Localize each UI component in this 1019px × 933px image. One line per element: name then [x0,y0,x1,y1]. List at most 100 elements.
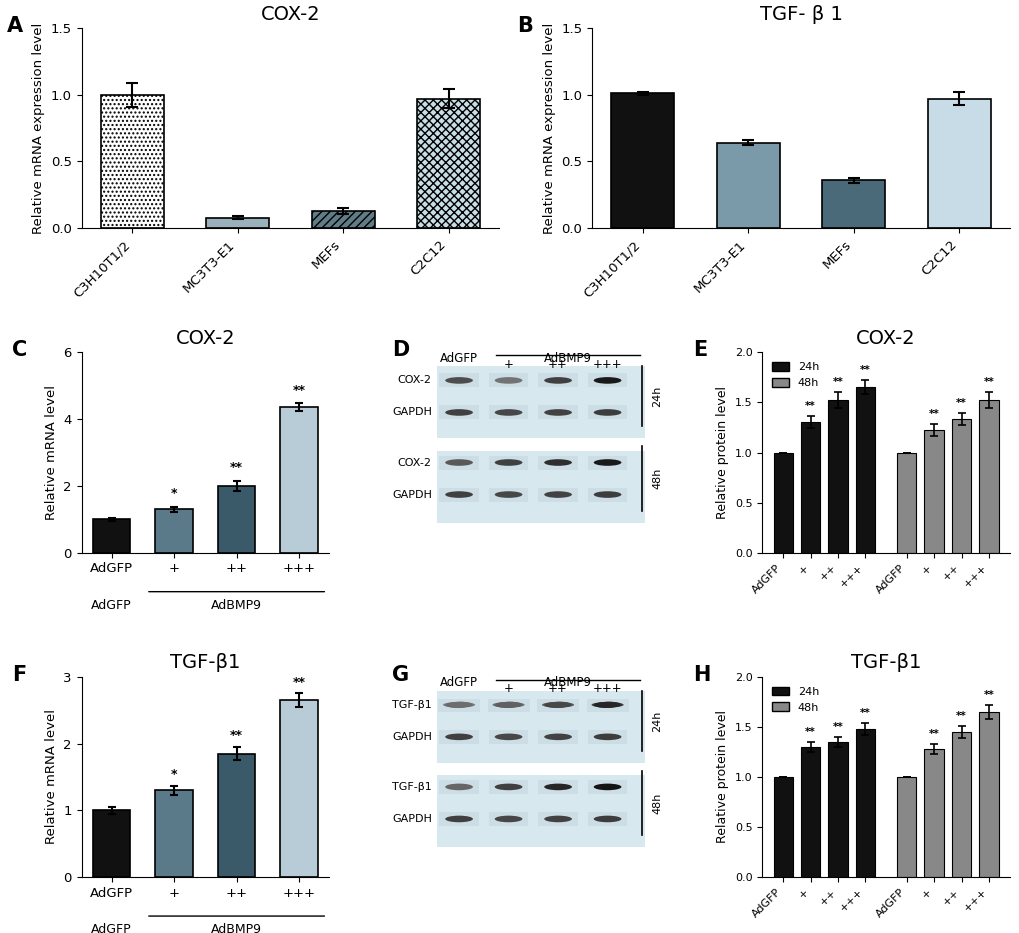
Ellipse shape [591,702,623,707]
Bar [827,742,847,877]
Text: **: ** [804,727,815,737]
Bar [311,211,374,229]
Text: AdBMP9: AdBMP9 [211,923,262,933]
Ellipse shape [494,703,521,708]
Ellipse shape [541,702,574,707]
Bar [800,746,819,877]
Text: TGF-β1: TGF-β1 [391,782,431,792]
Legend: 24h, 48h: 24h, 48h [767,682,823,717]
Ellipse shape [598,702,620,707]
Text: AdGFP: AdGFP [439,352,478,365]
Ellipse shape [494,784,522,790]
Ellipse shape [544,784,572,790]
Bar [538,812,578,826]
Bar [896,777,915,877]
Ellipse shape [492,702,524,707]
Text: GAPDH: GAPDH [391,814,431,824]
Text: **: ** [230,730,243,742]
Title: COX-2: COX-2 [261,5,320,23]
Bar [587,406,627,420]
Text: **: ** [292,675,306,689]
Bar [772,777,792,877]
Bar [439,730,478,744]
Title: TGF-β1: TGF-β1 [850,653,920,673]
Bar [587,730,627,744]
Ellipse shape [444,377,473,383]
Text: H: H [692,665,709,685]
Text: **: ** [230,461,243,474]
Y-axis label: Relative mRNA expression level: Relative mRNA expression level [33,22,45,234]
Bar [978,712,998,877]
Bar [821,180,884,229]
Bar [439,455,478,469]
Text: **: ** [927,410,938,420]
Text: GAPDH: GAPDH [391,731,431,742]
Bar [951,420,970,552]
Ellipse shape [544,410,572,416]
Text: GAPDH: GAPDH [391,408,431,417]
Text: C: C [12,341,28,360]
Ellipse shape [494,733,522,740]
Y-axis label: Relative mRNA expression level: Relative mRNA expression level [542,22,555,234]
Ellipse shape [545,702,572,707]
Bar [538,488,578,502]
Bar [537,699,579,712]
Text: AdGFP: AdGFP [91,599,131,612]
Bar [716,143,780,229]
Ellipse shape [495,702,522,707]
Ellipse shape [548,702,570,707]
Ellipse shape [494,377,522,383]
Text: AdBMP9: AdBMP9 [543,676,591,689]
Bar [488,455,528,469]
Ellipse shape [449,702,471,707]
Bar [896,453,915,552]
Bar [93,520,130,552]
Ellipse shape [593,784,621,790]
Bar [488,730,528,744]
Ellipse shape [442,702,475,707]
Bar [487,699,529,712]
Ellipse shape [593,377,621,383]
Text: B: B [517,16,532,36]
Text: 48h: 48h [651,467,661,489]
Text: AdGFP: AdGFP [91,923,131,933]
Bar [586,699,628,712]
Bar [439,488,478,502]
Title: TGF- β 1: TGF- β 1 [759,5,842,23]
Text: **: ** [982,689,994,700]
Text: **: ** [859,366,870,375]
Bar [436,690,644,763]
Text: **: ** [832,378,843,387]
Text: 24h: 24h [651,710,661,731]
Bar [587,780,627,794]
Ellipse shape [593,492,621,498]
Bar [587,373,627,387]
Y-axis label: Relative mRNA level: Relative mRNA level [45,385,58,520]
Bar [436,775,644,847]
Ellipse shape [444,459,473,466]
Ellipse shape [545,703,567,708]
Legend: 24h, 48h: 24h, 48h [767,358,823,393]
Ellipse shape [594,702,621,707]
Bar [155,509,193,552]
Ellipse shape [543,703,571,708]
Bar [280,408,318,552]
Text: +: + [503,682,513,695]
Bar [800,423,819,552]
Bar [206,217,269,229]
Ellipse shape [494,492,522,498]
Ellipse shape [593,815,621,822]
Ellipse shape [593,703,620,708]
Text: E: E [692,341,706,360]
Bar [417,99,480,229]
Text: ++: ++ [547,358,568,371]
Bar [101,95,164,229]
Text: +++: +++ [592,358,622,371]
Y-axis label: Relative protein level: Relative protein level [715,386,729,519]
Text: *: * [171,768,177,781]
Text: TGF-β1: TGF-β1 [391,700,431,710]
Bar [951,731,970,877]
Text: **: ** [859,708,870,717]
Bar [926,99,989,229]
Title: COX-2: COX-2 [855,329,915,348]
